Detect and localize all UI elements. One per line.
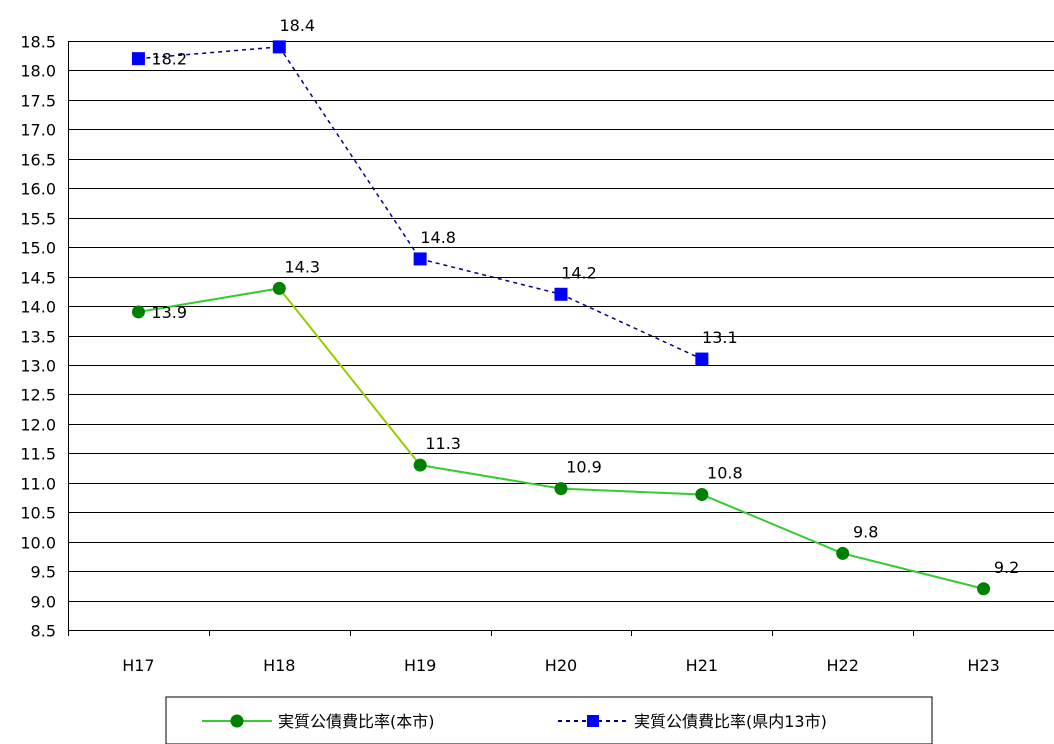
y-tick-label: 14.5 (20, 269, 56, 288)
x-tick-label: H23 (967, 656, 999, 675)
legend-box (165, 696, 933, 744)
y-tick-label: 10.0 (20, 534, 56, 553)
y-tick-label: 8.5 (31, 622, 56, 641)
y-tick-label: 15.0 (20, 239, 56, 258)
series-2-data-label: 18.4 (279, 16, 315, 35)
series-2-marker (272, 40, 286, 54)
x-tick-label: H19 (404, 656, 436, 675)
y-tick-label: 13.0 (20, 357, 56, 376)
y-tick-label: 16.0 (20, 180, 56, 199)
series-1-data-label: 9.2 (994, 558, 1019, 577)
y-tick-label: 17.5 (20, 92, 56, 111)
y-tick-label: 18.5 (20, 33, 56, 52)
series-1-marker (272, 281, 286, 295)
y-tick-label: 12.5 (20, 386, 56, 405)
series-2-segment (278, 46, 421, 260)
series-1-segment (138, 287, 280, 313)
y-tick-label: 9.0 (31, 593, 56, 612)
x-tick-label: H18 (263, 656, 295, 675)
legend-label-series-2: 実質公債費比率(県内13市) (634, 712, 827, 731)
series-1-segment (278, 287, 421, 466)
series-1-data-label: 14.3 (284, 257, 320, 276)
series-2-data-label: 13.1 (702, 328, 738, 347)
series-1-data-label: 13.9 (151, 303, 187, 322)
series-lines (131, 40, 991, 596)
series-1-data-label: 10.9 (566, 458, 602, 477)
x-tick-label: H22 (827, 656, 859, 675)
legend-marker-series-1 (230, 714, 244, 728)
y-tick-label: 15.5 (20, 210, 56, 229)
y-tick-label: 13.5 (20, 328, 56, 347)
y-tick-label: 18.0 (20, 62, 56, 81)
series-2-marker (554, 287, 568, 301)
series-2-data-label: 18.2 (151, 50, 187, 69)
series-1-segment (560, 487, 702, 496)
y-tick-label: 11.0 (20, 475, 56, 494)
y-tick-label: 14.0 (20, 298, 56, 317)
series-1-segment (842, 552, 984, 590)
series-1-marker (977, 582, 991, 596)
series-1-marker (836, 546, 850, 560)
y-tick-label: 17.0 (20, 121, 56, 140)
axes: 8.5 9.0 9.5 10.0 10.5 11.0 11.5 12.0 12.5 13.0 13.… (20, 33, 1054, 675)
x-tick-label: H17 (122, 656, 154, 675)
series-1-marker (413, 458, 427, 472)
x-tick-label: H20 (545, 656, 577, 675)
series-1-data-label: 10.8 (707, 464, 743, 483)
series-1-data-label: 9.8 (853, 522, 878, 541)
grid-lines (68, 41, 1054, 602)
y-tick-label: 11.5 (20, 445, 56, 464)
series-1-marker (695, 488, 709, 502)
y-tick-label: 10.5 (20, 504, 56, 523)
data-labels: 13.9 14.3 11.3 10.9 10.8 9.8 9.2 18.2 18.4 14.8 14… (151, 16, 1019, 577)
series-2-data-label: 14.2 (561, 263, 597, 282)
series-2-marker (695, 352, 709, 366)
legend: 実質公債費比率(本市) 実質公債費比率(県内13市) (165, 696, 933, 744)
y-tick-label: 12.0 (20, 416, 56, 435)
y-tick-label: 9.5 (31, 563, 56, 582)
legend-label-series-1: 実質公債費比率(本市) (278, 712, 435, 731)
series-1-marker (554, 482, 568, 496)
series-1-segment (701, 493, 844, 555)
y-tick-label: 16.5 (20, 151, 56, 170)
series-1-marker (131, 305, 145, 319)
series-2-segment (419, 258, 562, 295)
series-1-segment (419, 464, 562, 490)
series-1-data-label: 11.3 (425, 434, 461, 453)
legend-marker-series-2 (587, 715, 599, 727)
series-2-data-label: 14.8 (420, 228, 456, 247)
series-2-segment (560, 293, 703, 360)
series-2-marker (131, 52, 145, 66)
series-2-marker (413, 252, 427, 266)
x-tick-label: H21 (686, 656, 718, 675)
